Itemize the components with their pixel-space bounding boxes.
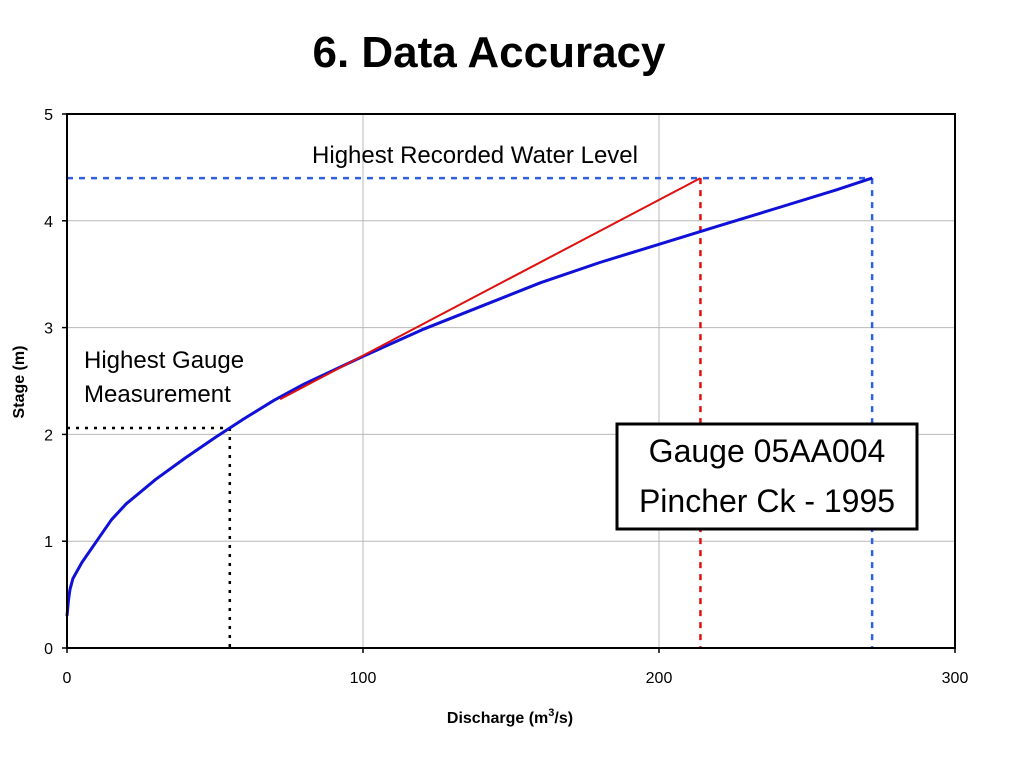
y-tick-label: 4: [44, 214, 53, 231]
y-tick-label: 5: [44, 107, 53, 124]
extrapolation-line: [279, 177, 701, 401]
annotation-highest-recorded: Highest Recorded Water Level: [312, 142, 638, 169]
reference-lines: [67, 176, 874, 648]
plot-area-frame: [66, 113, 956, 649]
info-box-frame: [615, 422, 919, 531]
rating-curve-line: [65, 176, 873, 617]
x-axis-label: Discharge (m3/s): [447, 707, 573, 727]
x-axis-label-main: Discharge (m: [447, 710, 548, 727]
x-tick-label: 0: [63, 670, 72, 687]
x-tick-label: 100: [350, 670, 377, 687]
slide-title: 6. Data Accuracy: [312, 28, 666, 77]
y-tick-label: 2: [44, 427, 53, 444]
info-box-station-year: Pincher Ck - 1995: [639, 483, 895, 519]
annotation-highest-gauge-line2: Measurement: [84, 381, 231, 408]
y-tick-label: 0: [44, 641, 53, 658]
info-box: Gauge 05AA004 Pincher Ck - 1995: [615, 422, 919, 531]
series-lines: [65, 176, 873, 617]
y-tick-label: 1: [44, 534, 53, 551]
x-axis-label-end: /s): [554, 710, 573, 727]
axis-ticks: 0 1 2 3 4 5 0 100 200 300: [44, 107, 968, 687]
x-axis-label-superscript: 3: [548, 707, 554, 719]
x-tick-label: 200: [646, 670, 673, 687]
x-tick-label: 300: [942, 670, 969, 687]
info-box-gauge-id: Gauge 05AA004: [649, 433, 886, 469]
annotation-highest-gauge-line1: Highest Gauge: [84, 347, 244, 374]
y-axis-label: Stage (m): [11, 346, 28, 419]
y-tick-label: 3: [44, 321, 53, 338]
